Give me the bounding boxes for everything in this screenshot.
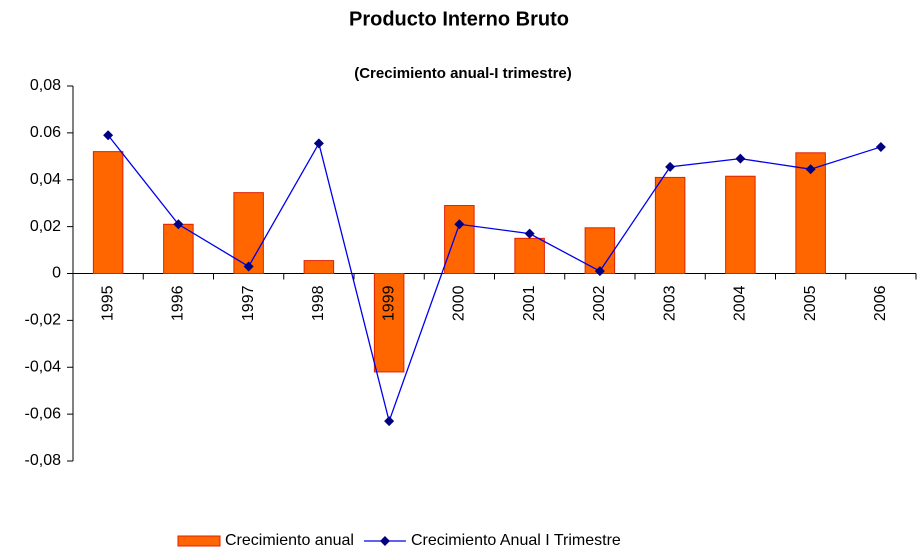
chart-title: Producto Interno Bruto [349,8,569,30]
legend-label: Crecimiento anual [225,532,354,549]
bar [233,192,264,274]
bar [92,151,124,274]
x-tick-label: 2002 [591,285,608,321]
bar [725,175,756,274]
bar [444,205,475,274]
x-tick-label: 1998 [310,285,327,321]
x-tick-label: 2003 [661,285,678,321]
y-tick-label: 0,08 [30,77,61,94]
bar [303,260,335,274]
marker [384,416,395,427]
y-tick-label: 0.06 [30,124,61,141]
y-tick-label: 0 [52,265,61,282]
marker [173,219,184,230]
legend-swatch [177,535,221,547]
y-tick-label: -0,02 [25,312,62,329]
x-tick-label: 1996 [170,285,187,321]
y-tick-label: 0,04 [30,171,61,188]
x-tick-label: 2005 [802,285,819,321]
bar [514,237,545,274]
x-tick-label: 1995 [99,285,116,321]
bar [163,223,194,274]
marker [524,228,535,239]
marker [875,141,886,152]
marker [454,219,465,230]
marker [243,261,254,272]
marker [665,161,676,172]
x-tick-label: 2006 [872,285,889,321]
marker [805,164,816,175]
marker [103,130,114,141]
marker [735,153,746,164]
bar [373,273,405,373]
y-tick-label: -0,08 [25,452,62,469]
x-tick-label: 1999 [380,285,397,321]
x-tick-label: 2004 [732,285,749,321]
chart-subtitle: (Crecimiento anual-I trimestre) [354,65,572,82]
legend-label: Crecimiento Anual I Trimestre [411,532,621,549]
legend-marker [379,536,390,546]
line [107,134,882,424]
x-tick-label: 2000 [451,285,468,321]
y-tick-label: 0,02 [30,218,61,235]
marker [594,266,605,277]
x-tick-label: 2001 [521,285,538,321]
x-tick-label: 1997 [240,285,257,321]
bar [654,176,686,274]
y-tick-label: -0,06 [25,405,62,422]
marker [313,138,324,149]
y-tick-label: -0,04 [25,358,62,375]
